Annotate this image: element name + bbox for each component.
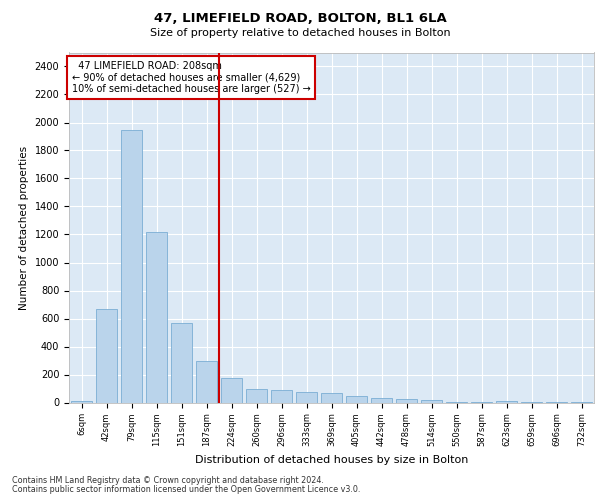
Text: 47, LIMEFIELD ROAD, BOLTON, BL1 6LA: 47, LIMEFIELD ROAD, BOLTON, BL1 6LA xyxy=(154,12,446,26)
Bar xyxy=(121,130,142,402)
Text: Contains public sector information licensed under the Open Government Licence v3: Contains public sector information licen… xyxy=(12,485,361,494)
Y-axis label: Number of detached properties: Number of detached properties xyxy=(19,146,29,310)
Bar xyxy=(171,324,192,402)
X-axis label: Distribution of detached houses by size in Bolton: Distribution of detached houses by size … xyxy=(195,454,468,464)
Bar xyxy=(71,401,92,402)
Bar xyxy=(196,361,217,403)
Bar xyxy=(321,392,342,402)
Bar xyxy=(346,396,367,402)
Bar xyxy=(146,232,167,402)
Bar xyxy=(96,308,117,402)
Bar xyxy=(246,388,267,402)
Text: 47 LIMEFIELD ROAD: 208sqm  
← 90% of detached houses are smaller (4,629)
10% of : 47 LIMEFIELD ROAD: 208sqm ← 90% of detac… xyxy=(71,61,310,94)
Bar xyxy=(221,378,242,402)
Bar xyxy=(421,400,442,402)
Text: Size of property relative to detached houses in Bolton: Size of property relative to detached ho… xyxy=(149,28,451,38)
Bar xyxy=(271,390,292,402)
Bar xyxy=(396,399,417,402)
Bar xyxy=(296,392,317,402)
Bar xyxy=(371,398,392,402)
Text: Contains HM Land Registry data © Crown copyright and database right 2024.: Contains HM Land Registry data © Crown c… xyxy=(12,476,324,485)
